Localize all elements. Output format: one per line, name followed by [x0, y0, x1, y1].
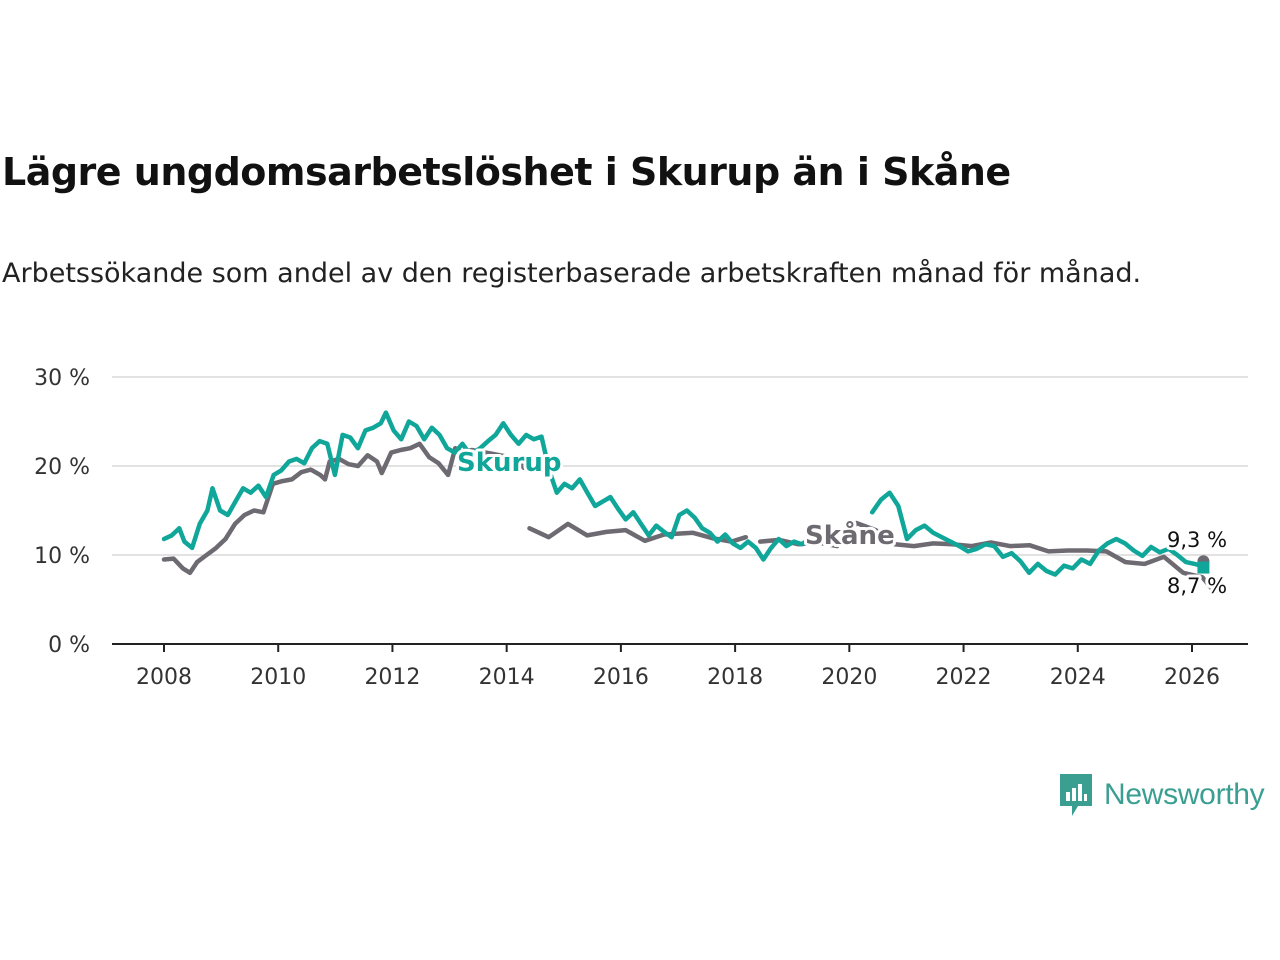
x-tick-label: 2012 — [364, 665, 420, 690]
x-tick-label: 2020 — [821, 665, 877, 690]
series-lines — [161, 410, 1215, 592]
series-line-skane — [161, 441, 527, 576]
newsworthy-logo: Newsworthy — [1058, 772, 1265, 818]
x-tick-label: 2018 — [707, 665, 763, 690]
gridlines — [112, 376, 1248, 556]
x-tick-label: 2008 — [136, 665, 192, 690]
chart-subtitle: Arbetssökande som andel av den registerb… — [2, 258, 1142, 289]
y-axis: 0 % 10 % 20 % 30 % — [34, 366, 90, 658]
x-tick-label: 2026 — [1164, 665, 1220, 690]
x-tick-label: 2022 — [936, 665, 992, 690]
y-tick-label: 10 % — [34, 544, 90, 569]
y-tick-label: 20 % — [34, 455, 90, 480]
newsworthy-logo-icon — [1060, 774, 1092, 816]
end-label-skane: 9,3 % — [1167, 528, 1227, 552]
series-label-skurup: Skurup — [457, 448, 561, 478]
y-tick-label: 30 % — [34, 366, 90, 391]
line-chart: 0 % 10 % 20 % 30 % 2008 2010 2012 2014 2016 2018… — [34, 366, 1248, 690]
series-labels: Skurup Skåne 9,3 % 8,7 % — [454, 445, 1230, 601]
series-line-skurup — [869, 490, 1206, 577]
series-label-skane: Skåne — [805, 519, 895, 551]
x-tick-label: 2016 — [593, 665, 649, 690]
x-tick-label: 2014 — [479, 665, 535, 690]
series-line-skane — [757, 520, 1215, 592]
x-tick-label: 2024 — [1050, 665, 1106, 690]
y-tick-label: 0 % — [48, 633, 90, 658]
newsworthy-logo-text: Newsworthy — [1104, 778, 1265, 811]
chart-title: Lägre ungdomsarbetslöshet i Skurup än i … — [2, 150, 1011, 194]
x-tick-label: 2010 — [250, 665, 306, 690]
x-axis: 2008 2010 2012 2014 2016 2018 2020 2022 2024 2026 — [112, 643, 1248, 690]
end-marker-skurup — [1197, 561, 1210, 574]
end-label-skurup: 8,7 % — [1167, 574, 1227, 598]
series-line-skurup — [161, 410, 812, 562]
